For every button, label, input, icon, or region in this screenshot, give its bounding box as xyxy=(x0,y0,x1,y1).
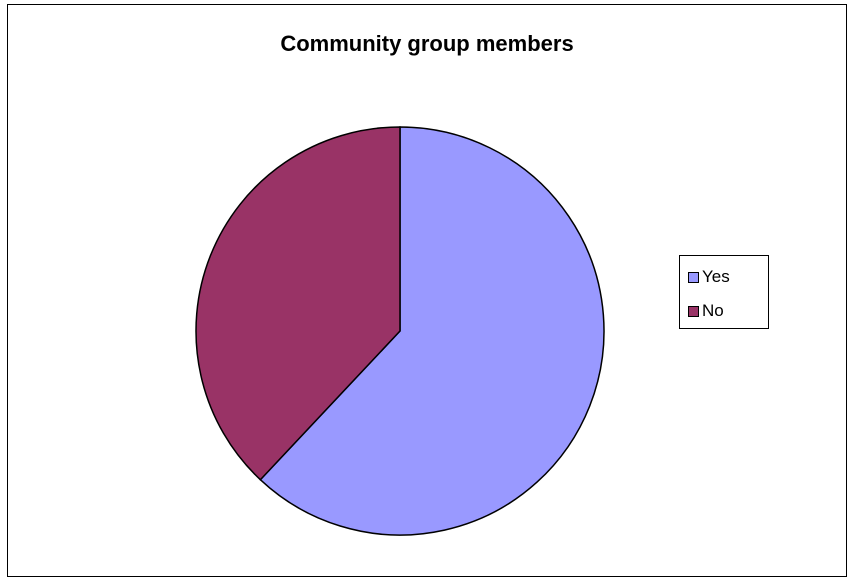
legend: Yes No xyxy=(679,255,769,329)
legend-swatch-no xyxy=(688,305,699,317)
legend-swatch-yes xyxy=(688,271,699,283)
legend-item-no: No xyxy=(688,301,724,321)
legend-label-no: No xyxy=(702,301,724,320)
pie-slice-yes xyxy=(259,126,605,536)
legend-item-yes: Yes xyxy=(688,267,730,287)
legend-label-yes: Yes xyxy=(702,267,730,286)
pie-slice-no xyxy=(195,126,401,481)
chart-title: Community group members xyxy=(280,31,574,56)
